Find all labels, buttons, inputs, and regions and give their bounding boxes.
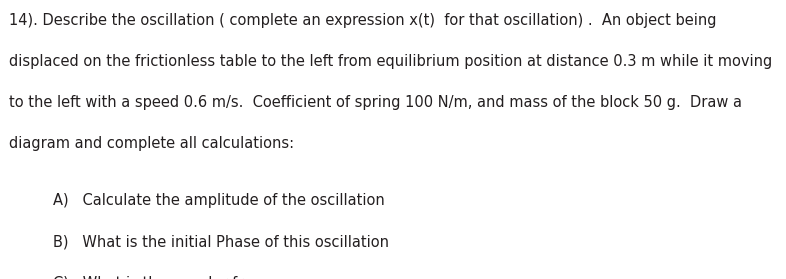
- Text: 14). Describe the oscillation ( complete an expression x(t)  for that oscillatio: 14). Describe the oscillation ( complete…: [9, 13, 717, 28]
- Text: A)   Calculate the amplitude of the oscillation: A) Calculate the amplitude of the oscill…: [53, 193, 385, 208]
- Text: displaced on the frictionless table to the left from equilibrium position at dis: displaced on the frictionless table to t…: [9, 54, 773, 69]
- Text: B)   What is the initial Phase of this oscillation: B) What is the initial Phase of this osc…: [53, 234, 389, 249]
- Text: C)   What is the angular frequency: C) What is the angular frequency: [53, 276, 306, 279]
- Text: diagram and complete all calculations:: diagram and complete all calculations:: [9, 136, 295, 151]
- Text: to the left with a speed 0.6 m/s.  Coefficient of spring 100 N/m, and mass of th: to the left with a speed 0.6 m/s. Coeffi…: [9, 95, 743, 110]
